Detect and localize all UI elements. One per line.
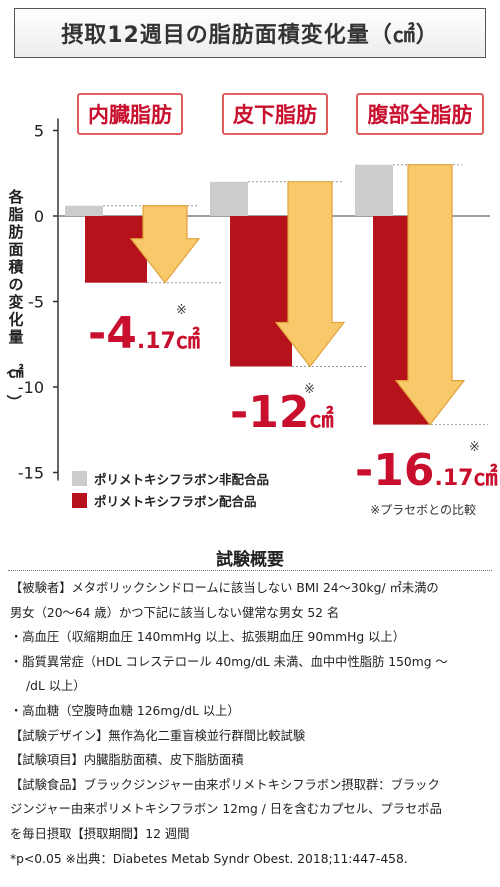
bar-active bbox=[230, 216, 292, 367]
category-label-box bbox=[77, 93, 183, 135]
summary-line: ジンジャー由来ポリメトキシフラボン 12mg / 日を含むカプセル、プラセボ品 bbox=[10, 802, 442, 817]
summary-line: 【試験項目】内臓脂肪面積、皮下脂肪面積 bbox=[10, 753, 244, 768]
title-box: 摂取12週目の脂肪面積変化量（㎠） bbox=[14, 8, 486, 58]
y-axis-label: 各脂肪面積の変化量（㎠） bbox=[4, 188, 24, 410]
difference-arrow bbox=[394, 164, 466, 426]
summary-line: *p<0.05 ※出典：Diabetes Metab Syndr Obest. … bbox=[10, 851, 408, 866]
summary-title: 試験概要 bbox=[216, 550, 284, 570]
significance-mark: ※ bbox=[176, 303, 187, 318]
summary-line: ・高血糖（空腹時血糖 126mg/dL 以上） bbox=[10, 703, 240, 718]
difference-arrow bbox=[129, 205, 201, 284]
legend-swatch bbox=[72, 471, 87, 486]
summary-line: 【被験者】メタボリックシンドロームに該当しない BMI 24〜30kg/ ㎡未満… bbox=[10, 581, 439, 595]
bar-active bbox=[85, 216, 147, 283]
category-label: 腹部全脂肪 bbox=[368, 103, 473, 127]
legend-label: ポリメトキシフラボン非配合品 bbox=[94, 472, 269, 487]
summary-line: 【試験デザイン】無作為化二重盲検並行群間比較試験 bbox=[10, 728, 306, 743]
summary-line: 【試験食品】ブラックジンジャー由来ポリメトキシフラボン摂取群：ブラック bbox=[10, 777, 440, 792]
significance-mark: ※ bbox=[469, 440, 480, 455]
note: ※プラセボとの比較 bbox=[370, 502, 476, 517]
difference-label: -16.17㎠ bbox=[355, 445, 497, 496]
summary-line: を毎日摂取【摂取期間】12 週間 bbox=[10, 826, 190, 841]
difference-label: -4.17㎠ bbox=[88, 308, 200, 359]
difference-arrow bbox=[274, 181, 346, 368]
category-label-box bbox=[222, 93, 328, 135]
y-tick-label: 5 bbox=[34, 122, 44, 141]
summary-line: /dL 以上） bbox=[26, 679, 86, 694]
category-label: 皮下脂肪 bbox=[233, 103, 317, 127]
legend-label: ポリメトキシフラボン配合品 bbox=[94, 494, 257, 509]
y-tick-label: -10 bbox=[18, 378, 44, 397]
bar-placebo bbox=[210, 181, 248, 216]
significance-mark: ※ bbox=[304, 382, 315, 397]
category-label-box bbox=[356, 93, 484, 135]
y-tick-label: -15 bbox=[18, 464, 44, 483]
legend-swatch bbox=[72, 493, 87, 508]
summary-line: ・高血圧（収縮期血圧 140mmHg 以上、拡張期血圧 90mmHg 以上） bbox=[10, 630, 406, 645]
chart-title: 摂取12週目の脂肪面積変化量（㎠） bbox=[61, 23, 439, 48]
y-tick-label: -5 bbox=[28, 293, 44, 312]
y-tick-label: 0 bbox=[34, 207, 44, 226]
summary-divider bbox=[8, 570, 492, 571]
bar-placebo bbox=[65, 205, 103, 216]
difference-label: -12㎠ bbox=[230, 387, 334, 438]
chart: 5 0 -5 -10 -15 各脂肪面積の変化量（㎠） 内臓脂肪 皮下脂肪 腹部全脂肪 -4.17… bbox=[4, 93, 497, 517]
summary-line: ・脂質異常症（HDL コレステロール 40mg/dL 未満、血中中性脂肪 150… bbox=[10, 654, 448, 669]
category-label: 内臓脂肪 bbox=[88, 103, 172, 127]
bar-placebo bbox=[355, 164, 393, 216]
summary-line: 男女（20〜64 歳）かつ下記に該当しない健常な男女 52 名 bbox=[10, 605, 340, 620]
summary-body: 【被験者】メタボリックシンドロームに該当しない BMI 24〜30kg/ ㎡未満… bbox=[10, 576, 492, 871]
